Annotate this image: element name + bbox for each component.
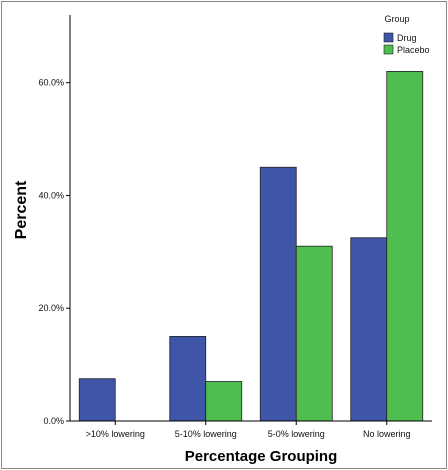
bar-placebo-2	[205, 381, 243, 422]
bar-drug-2	[169, 336, 207, 422]
bar-placebo-4	[386, 70, 424, 422]
y-tick-label: 20.0%	[38, 303, 64, 313]
y-tick-label: 40.0%	[38, 190, 64, 200]
legend-title: Group	[384, 14, 409, 24]
x-tick-label: 5-0% lowering	[268, 429, 325, 439]
x-tick-label: No lowering	[363, 429, 411, 439]
y-tick-label: 60.0%	[38, 78, 64, 88]
legend-swatch-placebo	[383, 44, 394, 55]
legend-swatch-drug	[383, 32, 394, 43]
x-axis-title: Percentage Grouping	[185, 448, 338, 465]
bar-placebo-3	[295, 245, 333, 422]
y-tick-label: 0.0%	[43, 416, 64, 426]
legend-items: Drug Placebo	[383, 32, 430, 55]
x-tick-label: 5-10% lowering	[175, 429, 237, 439]
x-tick-label: >10% lowering	[86, 429, 145, 439]
plot-area	[78, 70, 424, 422]
y-axis-title: Percent	[13, 180, 30, 239]
bar-drug-1	[78, 378, 116, 422]
x-axis-ticks: >10% lowering 5-10% lowering 5-0% lowering…	[86, 421, 411, 439]
legend-label-drug: Drug	[397, 33, 417, 43]
y-axis-ticks: 0.0% 20.0% 40.0% 60.0%	[38, 78, 70, 426]
legend-label-placebo: Placebo	[397, 45, 430, 55]
legend: Group Drug Placebo	[383, 14, 430, 55]
bar-drug-4	[350, 237, 388, 422]
bar-drug-3	[259, 166, 297, 422]
